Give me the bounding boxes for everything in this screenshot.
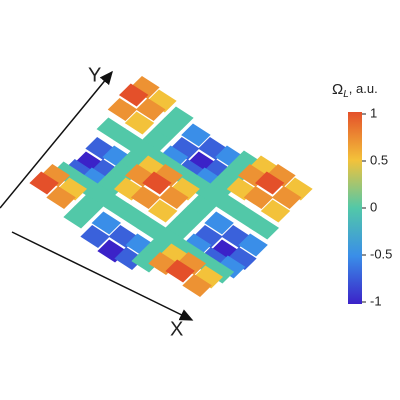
colorbar-symbol: Ω: [332, 81, 343, 98]
surface-cell: [271, 185, 302, 209]
colorbar-label: ΩL, a.u.: [332, 81, 378, 100]
surface-cell: [63, 205, 93, 229]
surface-cell: [91, 211, 122, 235]
surface-cell: [142, 171, 172, 195]
surface-cell: [249, 216, 280, 240]
surface-cell: [181, 123, 211, 147]
surface-cell: [238, 233, 268, 257]
surface-cell: [254, 171, 285, 195]
surface-cell: [29, 171, 59, 195]
colorbar-tick-label: 0: [370, 199, 377, 214]
colorbar-tick-label: -0.5: [370, 246, 392, 261]
colorbar-tick-label: 1: [370, 105, 377, 120]
surface-cell: [204, 211, 234, 235]
surface-cell: [260, 199, 291, 223]
surface-cell: [135, 97, 166, 121]
colorbar-tick-label: -1: [370, 293, 382, 308]
colorbar: [348, 112, 362, 304]
surface-cell: [46, 185, 76, 209]
y-axis-arrow: [0, 70, 113, 209]
surface-cell: [118, 83, 149, 107]
x-axis-arrow: [11, 231, 194, 321]
surface-cell: [159, 185, 189, 209]
colorbar-unit: , a.u.: [349, 81, 378, 96]
colorbar-tick-label: 0.5: [370, 152, 388, 167]
colorbar-subscript: L: [343, 89, 349, 100]
surface: [29, 75, 313, 297]
x-axis-label: X: [170, 318, 183, 340]
surface-cell: [147, 199, 178, 223]
surface-cell: [165, 259, 195, 283]
y-axis-label: Y: [88, 64, 101, 86]
surface-cell: [182, 273, 212, 297]
surface-cell: [124, 111, 155, 135]
